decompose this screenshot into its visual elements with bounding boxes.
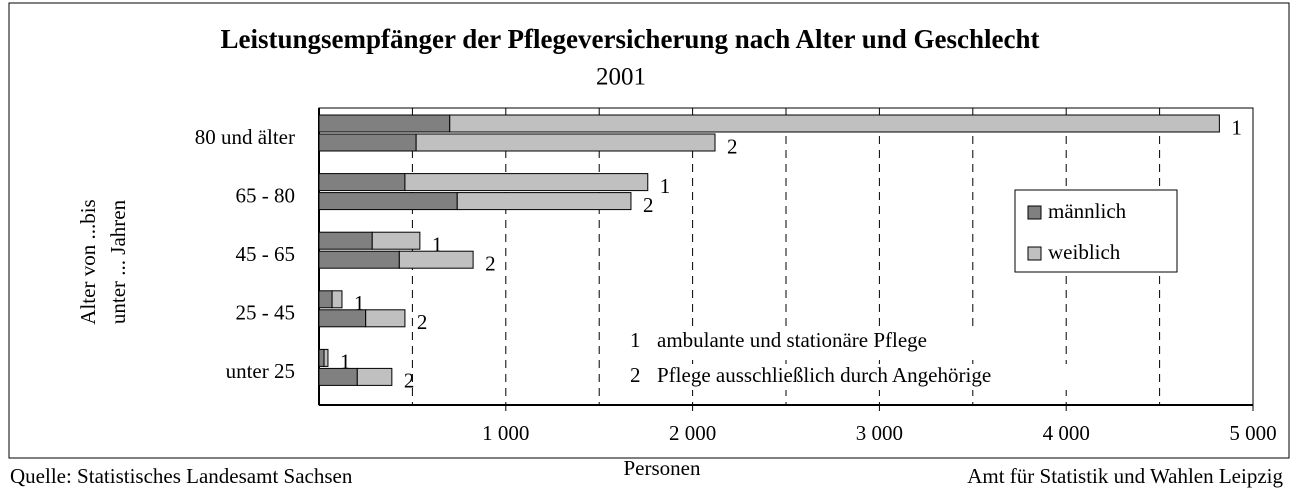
bar-segment xyxy=(318,309,367,328)
bar-segment xyxy=(318,173,406,192)
bar-label: 2 xyxy=(485,252,496,276)
note-text: Pflege ausschließlich durch Angehörige xyxy=(657,363,991,387)
x-tick-label: 5 000 xyxy=(1229,421,1276,445)
bar-segment xyxy=(371,231,421,250)
x-tick-label: 3 000 xyxy=(856,421,903,445)
bar-label: 1 xyxy=(1231,115,1242,139)
legend-swatch xyxy=(1027,205,1042,220)
chart-title: Leistungsempfänger der Pflegeversicherun… xyxy=(221,24,1040,54)
note-bg xyxy=(625,329,1005,355)
source-left: Quelle: Statistisches Landesamt Sachsen xyxy=(10,464,353,488)
y-axis-label: Alter von ...bis unter ... Jahren xyxy=(76,199,130,324)
bar-label: 2 xyxy=(417,310,428,334)
bar-segment xyxy=(318,367,358,386)
bar-label: 2 xyxy=(404,369,415,393)
bar-segment xyxy=(331,290,343,309)
bar-label: 1 xyxy=(432,233,443,257)
bar-segment xyxy=(365,309,406,328)
y-axis-label-line: unter ... Jahren xyxy=(106,199,130,324)
note-key: 1 xyxy=(630,328,641,352)
x-tick-label: 4 000 xyxy=(1043,421,1090,445)
frame xyxy=(8,2,1290,459)
y-tick-label: 65 - 80 xyxy=(236,183,296,207)
bar-segment xyxy=(318,348,325,367)
bar-label: 1 xyxy=(340,350,351,374)
x-tick-label: 2 000 xyxy=(669,421,716,445)
y-tick-label: 45 - 65 xyxy=(236,242,296,266)
bar-segment xyxy=(415,133,716,152)
bar-segment xyxy=(318,290,333,309)
y-tick-label: 25 - 45 xyxy=(236,301,296,325)
bar-segment xyxy=(318,133,417,152)
y-axis-label-line: Alter von ...bis xyxy=(76,199,100,324)
bar-segment xyxy=(456,192,632,211)
x-tick-label: 1 000 xyxy=(482,421,529,445)
note-key: 2 xyxy=(630,363,641,387)
legend-label: männlich xyxy=(1048,199,1127,223)
source-right: Amt für Statistik und Wahlen Leipzig xyxy=(967,464,1283,488)
y-tick-label: 80 und älter xyxy=(195,125,295,149)
bar-label: 2 xyxy=(643,193,654,217)
x-axis-label: Personen xyxy=(624,456,701,480)
bar-segment xyxy=(404,173,649,192)
bar-label: 1 xyxy=(660,174,671,198)
legend-label: weiblich xyxy=(1048,240,1121,264)
note-text: ambulante und stationäre Pflege xyxy=(657,328,927,352)
legend-swatch xyxy=(1027,246,1042,261)
bar-label: 1 xyxy=(354,291,365,315)
bar-segment xyxy=(356,367,393,386)
bar-segment xyxy=(318,192,458,211)
bar-segment xyxy=(318,231,373,250)
bar-label: 2 xyxy=(727,134,738,158)
bar-segment xyxy=(318,114,451,133)
chart-subtitle: 2001 xyxy=(596,64,646,91)
bar-segment xyxy=(398,250,474,269)
bar-segment xyxy=(323,348,329,367)
y-tick-label: unter 25 xyxy=(226,359,295,383)
legend-box xyxy=(1014,189,1178,273)
bar-segment xyxy=(318,250,400,269)
note-bg xyxy=(625,364,1090,390)
bar-segment xyxy=(449,114,1220,133)
